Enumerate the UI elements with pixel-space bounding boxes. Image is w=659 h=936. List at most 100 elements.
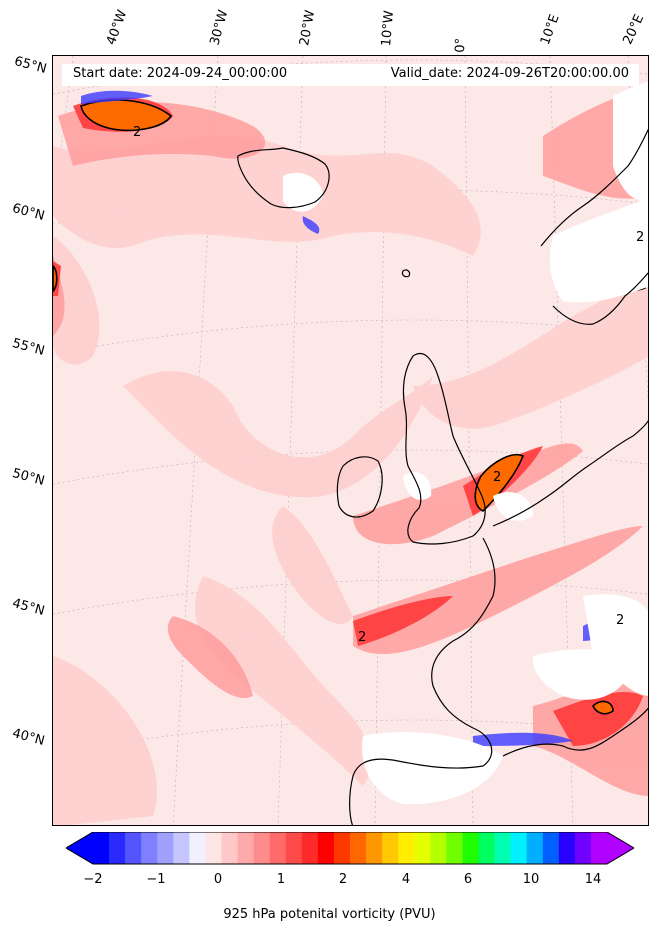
lon-label-40w: 40°W xyxy=(103,8,131,47)
continental-coast xyxy=(349,420,648,825)
colorbar-tick: 2 xyxy=(338,872,348,887)
colorbar-swatch xyxy=(269,832,287,864)
pv-band xyxy=(167,616,253,698)
pv-band xyxy=(194,576,372,786)
colorbar-swatch xyxy=(205,832,222,864)
start-date-label: Start date: 2024-09-24_00:00:00 xyxy=(73,66,288,81)
colorbar-swatch xyxy=(189,832,206,864)
colorbar-swatch xyxy=(173,832,190,864)
lon-label-20w: 20°W xyxy=(297,9,319,48)
colorbar-swatch xyxy=(558,832,576,864)
pv-negative xyxy=(81,90,153,104)
colorbar-swatch xyxy=(221,832,239,864)
pv-band xyxy=(272,506,353,625)
coastlines xyxy=(237,128,648,825)
lon-label-20e: 20°E xyxy=(620,12,648,47)
colorbar-swatch xyxy=(382,832,399,864)
pv-band xyxy=(413,260,648,429)
colorbar-swatch xyxy=(93,832,110,864)
iceland-coast xyxy=(237,147,330,209)
contour-label: 2 xyxy=(358,630,366,645)
colorbar-tick: 14 xyxy=(584,872,602,887)
pv-core xyxy=(592,700,614,715)
ireland-coast xyxy=(336,456,383,518)
parallel-line xyxy=(53,579,648,615)
lat-label-60n: 60°N xyxy=(10,201,47,224)
mediterranean-coast xyxy=(502,707,648,757)
pv-band xyxy=(353,596,453,646)
pv-negative xyxy=(302,216,320,234)
pv-field-map: 2 2 2 2 2 xyxy=(53,56,648,825)
scandinavia-coast xyxy=(540,128,648,325)
meridian-line xyxy=(549,56,574,825)
pv-band xyxy=(123,371,433,498)
lat-label-50n: 50°N xyxy=(10,466,47,489)
contour-label: 2 xyxy=(133,125,141,140)
colorbar-swatch xyxy=(414,832,431,864)
valid-date-label: Valid_date: 2024-09-26T20:00:00.00 xyxy=(390,66,629,81)
lon-label-10e: 10°E xyxy=(537,12,563,48)
masked-area xyxy=(613,81,648,200)
lat-label-45n: 45°N xyxy=(10,596,47,619)
colorbar-swatch xyxy=(141,832,158,864)
colorbar-swatch xyxy=(590,832,608,864)
colorbar-title: 925 hPa potenital vorticity (PVU) xyxy=(223,907,436,922)
colorbar-swatch xyxy=(430,832,447,864)
pv-core xyxy=(53,264,58,293)
colorbar-tick: 6 xyxy=(463,872,473,887)
colorbar-swatch xyxy=(237,832,255,864)
colorbar-extend-max xyxy=(607,832,634,864)
colorbar-swatch xyxy=(462,832,479,864)
pv-negative xyxy=(473,732,573,746)
colorbar-swatch xyxy=(109,832,126,864)
colorbar-extend-min xyxy=(66,832,93,864)
colorbar xyxy=(66,832,634,865)
colorbar-swatch xyxy=(253,832,271,864)
colorbar-tick: 4 xyxy=(401,872,411,887)
lon-label-0: 0° xyxy=(453,37,469,53)
colorbar-swatch xyxy=(285,832,303,864)
pv-band xyxy=(53,136,481,256)
colorbar-swatch xyxy=(574,832,592,864)
map-panel: 2 2 2 2 2 xyxy=(52,55,649,826)
contour-labels: 2 2 2 2 2 xyxy=(133,125,644,645)
colorbar-tick: 10 xyxy=(522,872,540,887)
colorbar-tick: 1 xyxy=(276,872,286,887)
masked-area xyxy=(583,594,648,696)
pv-band xyxy=(53,656,157,825)
lat-label-55n: 55°N xyxy=(10,336,47,359)
masked-terrain xyxy=(283,81,648,805)
colorbar-swatch xyxy=(157,832,174,864)
parallel-line xyxy=(53,189,648,225)
lon-label-10w: 10°W xyxy=(379,9,398,47)
lon-label-30w: 30°W xyxy=(207,8,232,47)
colorbar-swatch xyxy=(494,832,512,864)
colorbar-swatch xyxy=(125,832,142,864)
pv-band xyxy=(53,236,100,365)
colorbar-tick: −1 xyxy=(146,872,166,887)
colorbar-tick: 0 xyxy=(213,872,223,887)
contour-label: 2 xyxy=(493,470,501,485)
colorbar-outline xyxy=(66,832,634,865)
colorbar-swatch xyxy=(350,832,367,864)
colorbar-swatch xyxy=(526,832,544,864)
colorbar-swatch xyxy=(478,832,496,864)
pv-core xyxy=(474,454,525,512)
colorbar-swatch xyxy=(446,832,463,864)
colorbar-tick: −2 xyxy=(83,872,103,887)
pv-light-bands xyxy=(53,136,648,825)
colorbar-swatch xyxy=(301,832,319,864)
masked-area xyxy=(283,172,323,212)
colorbar-swatch xyxy=(366,832,383,864)
lat-label-40n: 40°N xyxy=(10,726,47,749)
colorbar-swatch xyxy=(333,832,351,864)
britain-coast xyxy=(402,353,486,545)
lat-label-65n: 65°N xyxy=(12,54,49,77)
colorbar-swatch xyxy=(398,832,415,864)
meridian-line xyxy=(277,56,304,825)
pv-band xyxy=(353,526,643,655)
colorbar-swatch xyxy=(510,832,528,864)
meridian-line xyxy=(464,56,474,825)
masked-area xyxy=(403,472,432,500)
masked-area xyxy=(362,732,503,805)
